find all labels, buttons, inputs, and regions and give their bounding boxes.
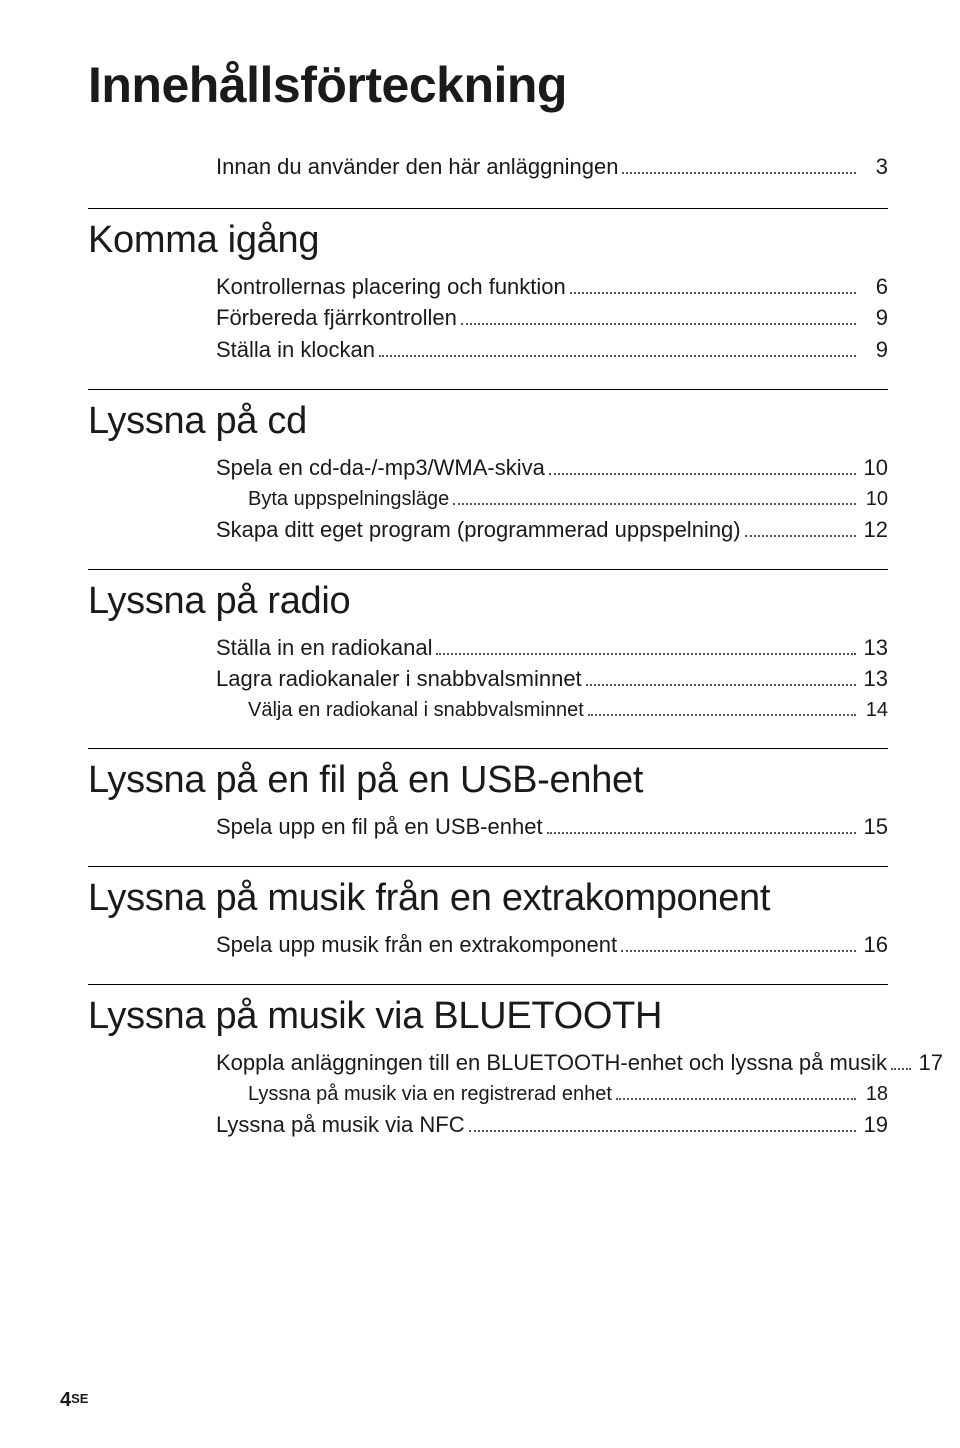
page-footer: 4SE <box>60 1389 88 1412</box>
entry-label: Ställa in en radiokanal <box>216 635 432 661</box>
dot-leader <box>588 696 856 716</box>
dot-leader <box>549 453 856 475</box>
toc-section: Lyssna på cd Spela en cd-da-/-mp3/WMA-ski… <box>88 389 888 545</box>
toc-entry: Lagra radiokanaler i snabbvalsminnet 13 <box>216 663 888 695</box>
toc-entry: Kontrollernas placering och funktion 6 <box>216 270 888 302</box>
entry-label: Kontrollernas placering och funktion <box>216 274 566 300</box>
entry-page: 9 <box>860 337 888 363</box>
section-heading: Lyssna på en fil på en USB-enhet <box>88 748 888 802</box>
entry-page: 18 <box>860 1083 888 1106</box>
entry-label: Lyssna på musik via NFC <box>216 1112 465 1138</box>
entry-label: Välja en radiokanal i snabbvalsminnet <box>248 699 584 722</box>
entry-page: 19 <box>860 1112 888 1138</box>
toc-entry: Skapa ditt eget program (programmerad up… <box>216 513 888 545</box>
dot-leader <box>621 930 856 952</box>
toc-entry: Koppla anläggningen till en BLUETOOTH-en… <box>216 1046 888 1078</box>
dot-leader <box>453 485 856 505</box>
dot-leader <box>622 152 856 174</box>
toc-section: Lyssna på musik från en extrakomponent Sp… <box>88 866 888 960</box>
dot-leader <box>586 665 856 687</box>
entry-page: 10 <box>860 455 888 481</box>
dot-leader <box>745 515 856 537</box>
entry-label: Lyssna på musik via en registrerad enhet <box>248 1083 612 1106</box>
entry-label: Koppla anläggningen till en BLUETOOTH-en… <box>216 1050 887 1076</box>
toc-section: Lyssna på en fil på en USB-enhet Spela up… <box>88 748 888 842</box>
entry-page: 13 <box>860 666 888 692</box>
entry-label: Byta uppspelningsläge <box>248 488 449 511</box>
dot-leader <box>436 633 856 655</box>
toc-entry: Byta uppspelningsläge 10 <box>248 483 888 513</box>
entry-page: 13 <box>860 635 888 661</box>
section-heading: Lyssna på musik via BLUETOOTH <box>88 984 888 1038</box>
toc-section: Lyssna på musik via BLUETOOTH Koppla anlä… <box>88 984 888 1140</box>
entry-label: Spela upp en fil på en USB-enhet <box>216 814 543 840</box>
dot-leader <box>379 335 856 357</box>
dot-leader <box>891 1048 911 1070</box>
section-heading: Lyssna på musik från en extrakomponent <box>88 866 888 920</box>
footer-page-num: 4 <box>60 1389 71 1411</box>
toc-entry: Lyssna på musik via NFC 19 <box>216 1108 888 1140</box>
entry-label: Spela en cd-da-/-mp3/WMA-skiva <box>216 455 545 481</box>
toc-entry: Ställa in klockan 9 <box>216 333 888 365</box>
dot-leader <box>570 272 856 294</box>
entry-page: 17 <box>915 1050 943 1076</box>
toc-entry: Välja en radiokanal i snabbvalsminnet 14 <box>248 694 888 724</box>
entry-page: 14 <box>860 699 888 722</box>
entry-page: 16 <box>860 932 888 958</box>
toc-section: Lyssna på radio Ställa in en radiokanal 13… <box>88 569 888 725</box>
toc-page: Innehållsförteckning Innan du använder d… <box>0 0 960 1448</box>
dot-leader <box>461 304 856 326</box>
toc-entry: Förbereda fjärrkontrollen 9 <box>216 302 888 334</box>
section-heading: Komma igång <box>88 208 888 262</box>
entry-page: 12 <box>860 517 888 543</box>
toc-section: Komma igång Kontrollernas placering och f… <box>88 208 888 365</box>
entry-label: Lagra radiokanaler i snabbvalsminnet <box>216 666 582 692</box>
entry-page: 10 <box>860 488 888 511</box>
entry-label: Ställa in klockan <box>216 337 375 363</box>
entry-page: 9 <box>860 305 888 331</box>
toc-entry: Spela upp en fil på en USB-enhet 15 <box>216 810 888 842</box>
toc-entry: Spela upp musik från en extrakomponent 16 <box>216 928 888 960</box>
section-heading: Lyssna på radio <box>88 569 888 623</box>
intro-entry: Innan du använder den här anläggningen 3 <box>216 150 888 182</box>
toc-entry: Lyssna på musik via en registrerad enhet… <box>248 1078 888 1108</box>
entry-label: Spela upp musik från en extrakomponent <box>216 932 617 958</box>
entry-page: 15 <box>860 814 888 840</box>
dot-leader <box>547 812 856 834</box>
toc-entry: Spela en cd-da-/-mp3/WMA-skiva 10 <box>216 451 888 483</box>
intro-page: 3 <box>860 154 888 180</box>
section-heading: Lyssna på cd <box>88 389 888 443</box>
intro-label: Innan du använder den här anläggningen <box>216 154 618 180</box>
entry-label: Förbereda fjärrkontrollen <box>216 305 457 331</box>
footer-lang: SE <box>71 1391 88 1406</box>
entry-label: Skapa ditt eget program (programmerad up… <box>216 517 741 543</box>
dot-leader <box>616 1080 856 1100</box>
page-title: Innehållsförteckning <box>88 56 888 114</box>
dot-leader <box>469 1110 856 1132</box>
entry-page: 6 <box>860 274 888 300</box>
toc-entry: Ställa in en radiokanal 13 <box>216 631 888 663</box>
